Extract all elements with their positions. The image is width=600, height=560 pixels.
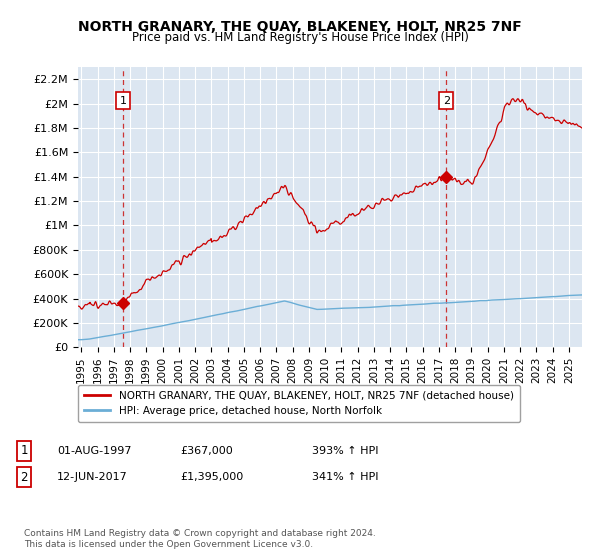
Text: NORTH GRANARY, THE QUAY, BLAKENEY, HOLT, NR25 7NF: NORTH GRANARY, THE QUAY, BLAKENEY, HOLT,… — [78, 20, 522, 34]
Text: 1: 1 — [120, 96, 127, 106]
Text: 393% ↑ HPI: 393% ↑ HPI — [312, 446, 379, 456]
Text: £367,000: £367,000 — [180, 446, 233, 456]
Text: 01-AUG-1997: 01-AUG-1997 — [57, 446, 131, 456]
Text: 341% ↑ HPI: 341% ↑ HPI — [312, 472, 379, 482]
Text: Contains HM Land Registry data © Crown copyright and database right 2024.
This d: Contains HM Land Registry data © Crown c… — [24, 529, 376, 549]
Text: 12-JUN-2017: 12-JUN-2017 — [57, 472, 128, 482]
Text: 2: 2 — [443, 96, 450, 106]
Text: 1: 1 — [20, 444, 28, 458]
Legend: NORTH GRANARY, THE QUAY, BLAKENEY, HOLT, NR25 7NF (detached house), HPI: Average: NORTH GRANARY, THE QUAY, BLAKENEY, HOLT,… — [78, 385, 520, 422]
Text: 2: 2 — [20, 470, 28, 484]
Text: Price paid vs. HM Land Registry's House Price Index (HPI): Price paid vs. HM Land Registry's House … — [131, 31, 469, 44]
Text: £1,395,000: £1,395,000 — [180, 472, 243, 482]
